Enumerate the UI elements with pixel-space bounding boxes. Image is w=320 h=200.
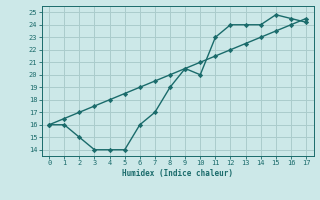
X-axis label: Humidex (Indice chaleur): Humidex (Indice chaleur) bbox=[122, 169, 233, 178]
